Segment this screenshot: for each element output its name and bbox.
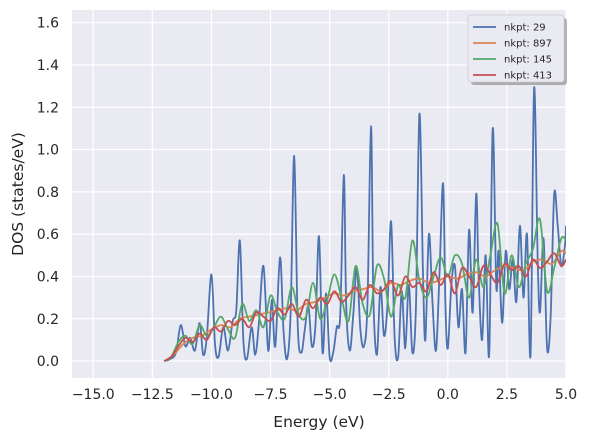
y-tick-label: 0.4 <box>37 269 59 285</box>
series-layer <box>163 86 566 363</box>
legend-box <box>467 14 565 83</box>
x-tick-label: −7.5 <box>254 387 288 403</box>
legend-label-nkpt-145: nkpt: 145 <box>504 55 552 66</box>
x-axis-label: Energy (eV) <box>273 413 364 431</box>
series-line-nkpt-413 <box>163 252 566 362</box>
legend-label-nkpt-29: nkpt: 29 <box>504 23 546 34</box>
y-tick-label: 1.0 <box>37 143 59 159</box>
x-tick-label: 5.0 <box>555 387 577 403</box>
x-tick-label: −10.0 <box>190 387 233 403</box>
x-tick-label: −2.5 <box>372 387 406 403</box>
y-tick-label: 0.2 <box>37 312 59 328</box>
x-tick-label: −12.5 <box>131 387 174 403</box>
x-tick-labels: −15.0 −12.5 −10.0 −7.5 −5.0 −2.5 0.0 2.5 5.0 <box>72 387 577 403</box>
legend-label-nkpt-413: nkpt: 413 <box>504 71 552 82</box>
y-tick-label: 1.2 <box>37 100 59 116</box>
y-tick-label: 1.4 <box>37 58 59 74</box>
y-tick-label: 0.0 <box>37 354 59 370</box>
x-tick-label: 2.5 <box>496 387 518 403</box>
y-axis-label: DOS (states/eV) <box>9 132 27 256</box>
y-tick-label: 0.8 <box>37 185 59 201</box>
legend-entries: nkpt: 29 nkpt: 897 nkpt: 145 nkpt: 413 <box>473 23 552 82</box>
x-tick-label: −15.0 <box>72 387 115 403</box>
y-tick-label: 0.6 <box>37 227 59 243</box>
y-tick-label: 1.6 <box>37 16 59 32</box>
y-tick-labels: 0.0 0.2 0.4 0.6 0.8 1.0 1.2 1.4 1.6 <box>37 16 59 370</box>
x-tick-label: −5.0 <box>313 387 347 403</box>
x-tick-label: 0.0 <box>437 387 459 403</box>
legend-label-nkpt-897: nkpt: 897 <box>504 39 552 50</box>
legend: nkpt: 29 nkpt: 897 nkpt: 145 nkpt: 413 <box>467 14 567 85</box>
